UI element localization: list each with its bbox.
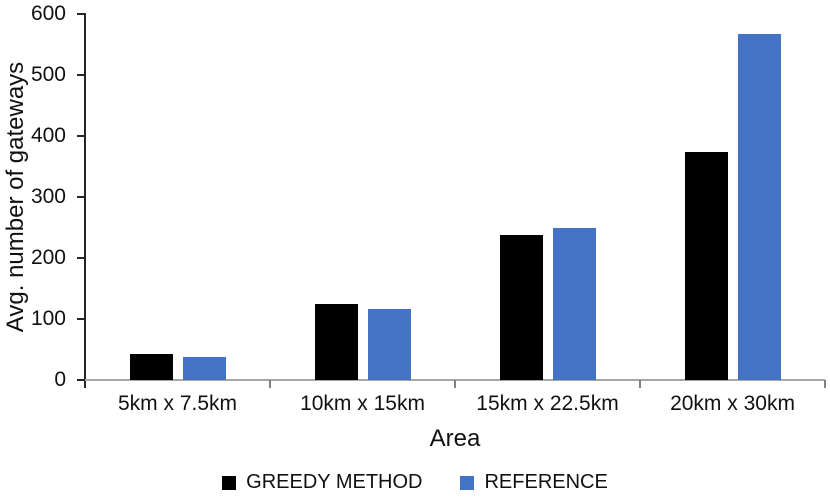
y-tick-200 xyxy=(77,257,85,259)
y-tick-100 xyxy=(77,318,85,320)
y-tick-500 xyxy=(77,74,85,76)
legend-swatch-reference-icon xyxy=(460,475,475,490)
legend-item-reference: REFERENCE xyxy=(460,471,608,494)
y-tick-label-200: 200 xyxy=(30,246,66,269)
y-tick-600 xyxy=(77,13,85,15)
y-tick-400 xyxy=(77,135,85,137)
bar-greedy-method-2 xyxy=(314,304,358,380)
legend-label-greedy-method: GREEDY METHOD xyxy=(246,471,423,493)
bar-greedy-method-3 xyxy=(499,235,543,380)
y-tick-label-300: 300 xyxy=(30,185,66,208)
bar-reference-4 xyxy=(737,34,781,380)
bar-reference-3 xyxy=(552,227,596,380)
y-tick-label-0: 0 xyxy=(54,368,66,391)
legend-item-greedy-method: GREEDY METHOD xyxy=(222,471,422,494)
legend-swatch-greedy-method-icon xyxy=(222,475,237,490)
x-category-label: 5km x 7.5km xyxy=(117,392,238,415)
bar-greedy-method-4 xyxy=(684,151,728,380)
x-category-label: 15km x 22.5km xyxy=(476,392,619,415)
x-category-label: 10km x 15km xyxy=(300,392,425,415)
x-tick-1 xyxy=(269,380,271,388)
y-tick-0 xyxy=(77,379,85,381)
y-tick-label-500: 500 xyxy=(30,63,66,86)
bar-greedy-method-1 xyxy=(129,353,173,380)
y-tick-label-100: 100 xyxy=(30,307,66,330)
y-tick-300 xyxy=(77,196,85,198)
x-tick-2 xyxy=(454,380,456,388)
bar-reference-1 xyxy=(182,356,226,380)
y-tick-label-600: 600 xyxy=(30,2,66,25)
x-tick-4 xyxy=(824,380,826,388)
x-axis-title: Area xyxy=(429,425,481,452)
legend: GREEDY METHOD REFERENCE xyxy=(0,471,830,494)
x-category-label: 20km x 30km xyxy=(670,392,795,415)
bar-reference-2 xyxy=(367,308,411,380)
x-tick-3 xyxy=(639,380,641,388)
y-tick-label-400: 400 xyxy=(30,124,66,147)
legend-label-reference: REFERENCE xyxy=(484,471,608,493)
y-axis-line xyxy=(84,13,86,388)
